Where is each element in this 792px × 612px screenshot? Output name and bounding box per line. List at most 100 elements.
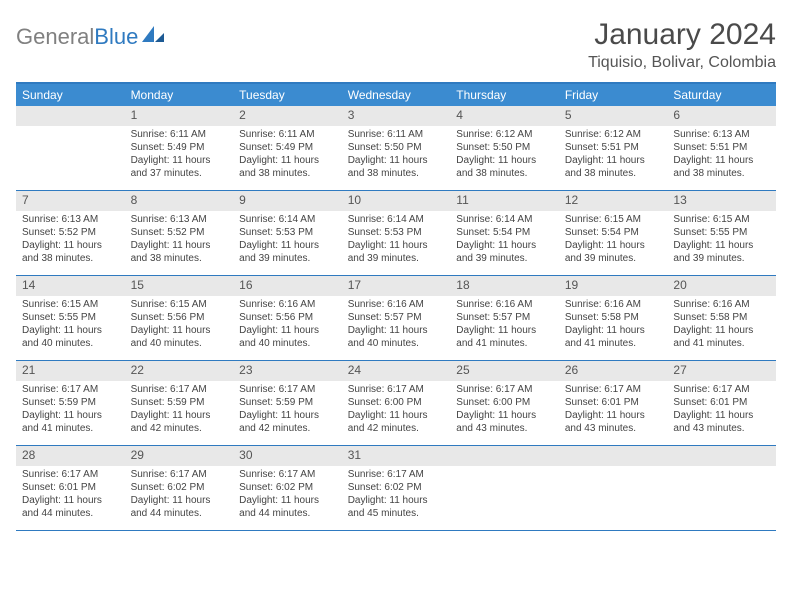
day-line: Sunset: 6:00 PM xyxy=(348,396,445,409)
day-line: and 40 minutes. xyxy=(239,337,336,350)
day-number: 29 xyxy=(125,446,234,466)
day-line: Sunset: 5:59 PM xyxy=(239,396,336,409)
day-content: Sunrise: 6:14 AMSunset: 5:53 PMDaylight:… xyxy=(233,211,342,271)
day-line: and 38 minutes. xyxy=(348,167,445,180)
day-line: Daylight: 11 hours xyxy=(22,409,119,422)
day-line: Daylight: 11 hours xyxy=(239,239,336,252)
day-line: and 40 minutes. xyxy=(131,337,228,350)
day-number: 15 xyxy=(125,276,234,296)
day-line: Sunrise: 6:17 AM xyxy=(22,468,119,481)
day-line: Sunset: 6:00 PM xyxy=(456,396,553,409)
day-line: Sunrise: 6:17 AM xyxy=(673,383,770,396)
day-line: Sunrise: 6:17 AM xyxy=(239,468,336,481)
day-line: Daylight: 11 hours xyxy=(348,409,445,422)
day-number: 27 xyxy=(667,361,776,381)
day-number: 26 xyxy=(559,361,668,381)
day-number: 9 xyxy=(233,191,342,211)
weeks-container: 1Sunrise: 6:11 AMSunset: 5:49 PMDaylight… xyxy=(16,106,776,531)
day-content: Sunrise: 6:11 AMSunset: 5:49 PMDaylight:… xyxy=(233,126,342,186)
day-cell: 1Sunrise: 6:11 AMSunset: 5:49 PMDaylight… xyxy=(125,106,234,190)
day-line: Sunrise: 6:17 AM xyxy=(565,383,662,396)
month-title: January 2024 xyxy=(588,18,776,52)
day-line: and 41 minutes. xyxy=(673,337,770,350)
day-cell: 13Sunrise: 6:15 AMSunset: 5:55 PMDayligh… xyxy=(667,191,776,275)
day-line: Daylight: 11 hours xyxy=(673,409,770,422)
day-line: Daylight: 11 hours xyxy=(348,494,445,507)
day-number: 7 xyxy=(16,191,125,211)
day-line: Daylight: 11 hours xyxy=(131,494,228,507)
week-row: 28Sunrise: 6:17 AMSunset: 6:01 PMDayligh… xyxy=(16,446,776,531)
day-cell xyxy=(667,446,776,530)
day-line: Sunrise: 6:17 AM xyxy=(131,383,228,396)
day-number: 23 xyxy=(233,361,342,381)
day-line: and 44 minutes. xyxy=(131,507,228,520)
day-number: 8 xyxy=(125,191,234,211)
day-number: 18 xyxy=(450,276,559,296)
day-line: Daylight: 11 hours xyxy=(131,239,228,252)
day-line: Daylight: 11 hours xyxy=(22,324,119,337)
day-content: Sunrise: 6:13 AMSunset: 5:52 PMDaylight:… xyxy=(16,211,125,271)
day-line: and 44 minutes. xyxy=(22,507,119,520)
day-number: 14 xyxy=(16,276,125,296)
day-number: 13 xyxy=(667,191,776,211)
day-line: Sunset: 5:56 PM xyxy=(131,311,228,324)
day-number xyxy=(16,106,125,126)
day-number xyxy=(667,446,776,466)
weekday-header: Wednesday xyxy=(342,84,451,106)
day-cell: 23Sunrise: 6:17 AMSunset: 5:59 PMDayligh… xyxy=(233,361,342,445)
day-line: Daylight: 11 hours xyxy=(456,239,553,252)
day-line: Daylight: 11 hours xyxy=(565,154,662,167)
day-number: 21 xyxy=(16,361,125,381)
day-cell: 5Sunrise: 6:12 AMSunset: 5:51 PMDaylight… xyxy=(559,106,668,190)
weekday-header: Monday xyxy=(125,84,234,106)
day-number: 3 xyxy=(342,106,451,126)
day-line: Sunset: 6:02 PM xyxy=(239,481,336,494)
header: GeneralBlue January 2024 Tiquisio, Boliv… xyxy=(16,18,776,72)
day-number: 2 xyxy=(233,106,342,126)
day-line: Sunset: 5:50 PM xyxy=(348,141,445,154)
day-line: and 41 minutes. xyxy=(565,337,662,350)
day-line: Sunrise: 6:11 AM xyxy=(131,128,228,141)
day-content: Sunrise: 6:15 AMSunset: 5:54 PMDaylight:… xyxy=(559,211,668,271)
day-content: Sunrise: 6:17 AMSunset: 6:00 PMDaylight:… xyxy=(342,381,451,441)
day-line: and 41 minutes. xyxy=(22,422,119,435)
day-cell: 16Sunrise: 6:16 AMSunset: 5:56 PMDayligh… xyxy=(233,276,342,360)
day-content: Sunrise: 6:17 AMSunset: 6:02 PMDaylight:… xyxy=(342,466,451,526)
day-content: Sunrise: 6:17 AMSunset: 5:59 PMDaylight:… xyxy=(233,381,342,441)
day-line: Sunset: 6:02 PM xyxy=(348,481,445,494)
day-number: 16 xyxy=(233,276,342,296)
day-cell: 29Sunrise: 6:17 AMSunset: 6:02 PMDayligh… xyxy=(125,446,234,530)
day-line: Daylight: 11 hours xyxy=(565,324,662,337)
day-cell: 4Sunrise: 6:12 AMSunset: 5:50 PMDaylight… xyxy=(450,106,559,190)
day-line: Daylight: 11 hours xyxy=(565,239,662,252)
day-line: Sunset: 5:56 PM xyxy=(239,311,336,324)
day-content: Sunrise: 6:15 AMSunset: 5:55 PMDaylight:… xyxy=(16,296,125,356)
day-line: Daylight: 11 hours xyxy=(348,324,445,337)
day-line: Daylight: 11 hours xyxy=(456,324,553,337)
day-line: Daylight: 11 hours xyxy=(673,239,770,252)
day-line: Sunset: 5:53 PM xyxy=(239,226,336,239)
day-line: Sunset: 6:01 PM xyxy=(565,396,662,409)
day-line: and 38 minutes. xyxy=(456,167,553,180)
day-line: Sunrise: 6:16 AM xyxy=(673,298,770,311)
day-line: Sunrise: 6:13 AM xyxy=(131,213,228,226)
day-line: Daylight: 11 hours xyxy=(673,324,770,337)
weekday-header-row: SundayMondayTuesdayWednesdayThursdayFrid… xyxy=(16,84,776,106)
day-number: 12 xyxy=(559,191,668,211)
day-line: and 39 minutes. xyxy=(348,252,445,265)
day-number: 28 xyxy=(16,446,125,466)
day-number: 22 xyxy=(125,361,234,381)
day-line: Sunset: 5:59 PM xyxy=(22,396,119,409)
day-number: 17 xyxy=(342,276,451,296)
day-cell: 26Sunrise: 6:17 AMSunset: 6:01 PMDayligh… xyxy=(559,361,668,445)
week-row: 7Sunrise: 6:13 AMSunset: 5:52 PMDaylight… xyxy=(16,191,776,276)
day-line: Daylight: 11 hours xyxy=(239,154,336,167)
day-line: Daylight: 11 hours xyxy=(348,239,445,252)
day-line: Sunrise: 6:16 AM xyxy=(239,298,336,311)
day-cell: 21Sunrise: 6:17 AMSunset: 5:59 PMDayligh… xyxy=(16,361,125,445)
day-line: Daylight: 11 hours xyxy=(348,154,445,167)
weekday-header: Tuesday xyxy=(233,84,342,106)
day-line: Sunrise: 6:13 AM xyxy=(673,128,770,141)
day-line: Sunrise: 6:17 AM xyxy=(239,383,336,396)
day-cell: 19Sunrise: 6:16 AMSunset: 5:58 PMDayligh… xyxy=(559,276,668,360)
